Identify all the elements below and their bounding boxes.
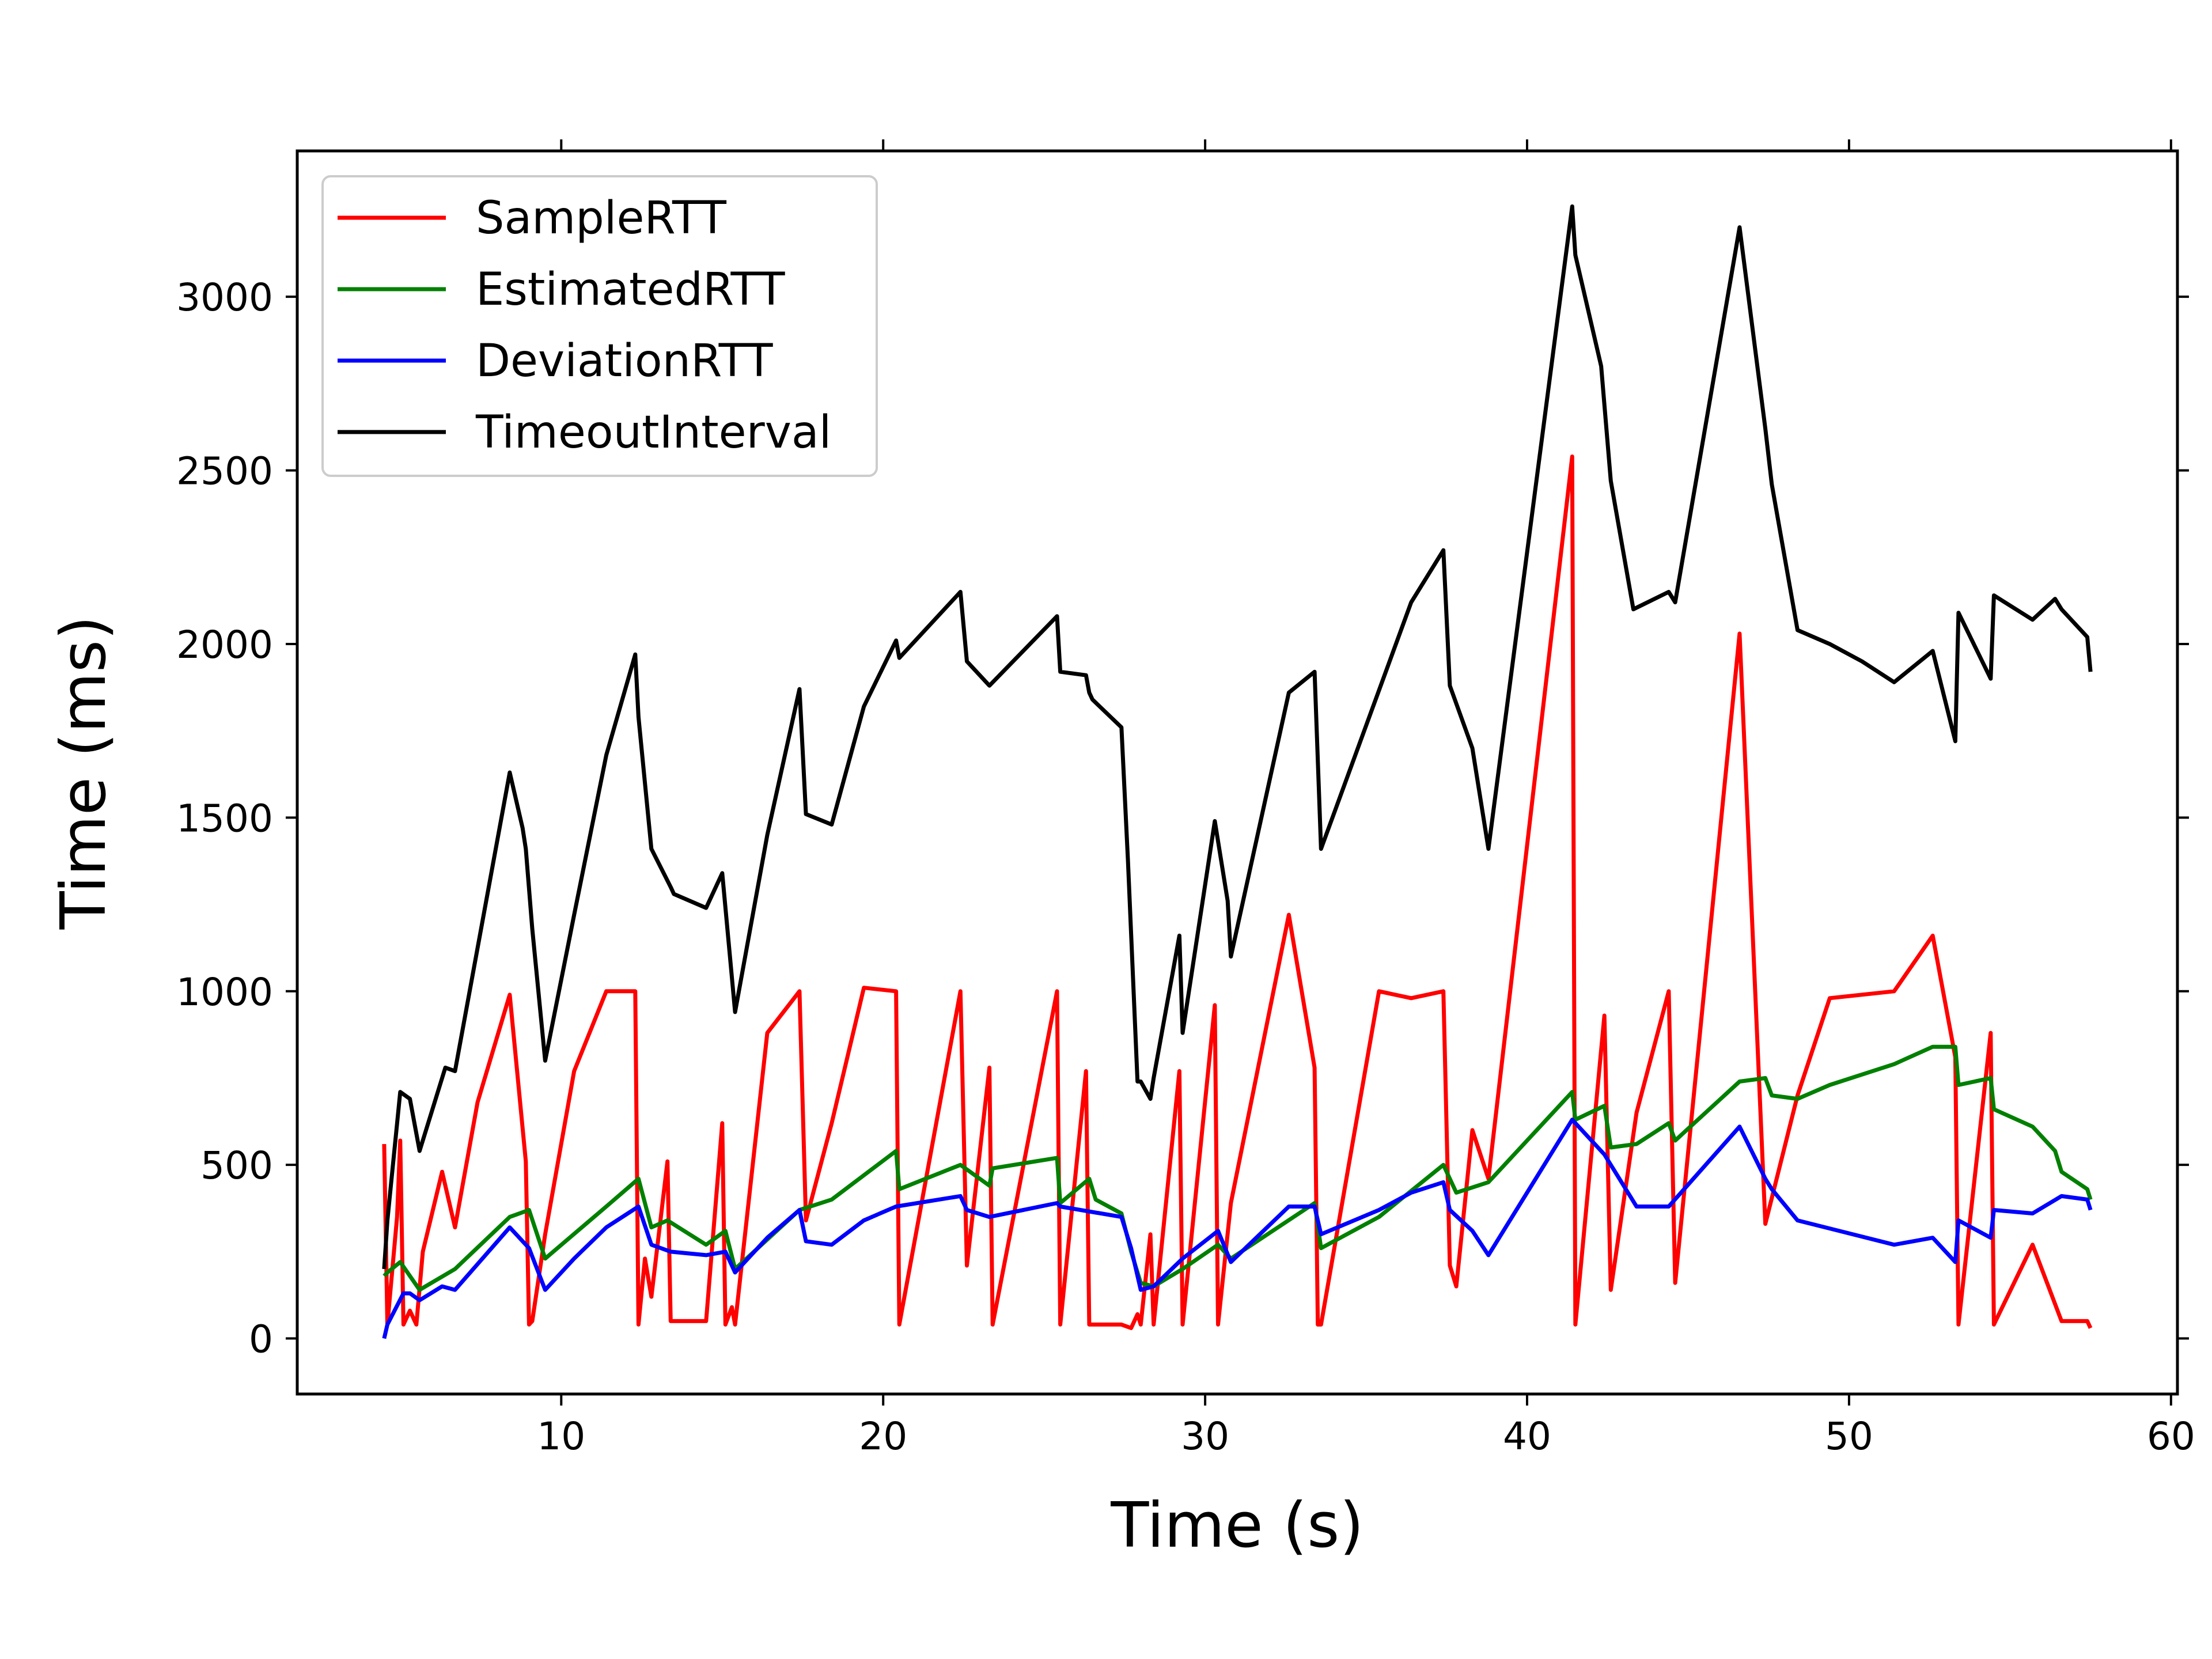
- y-tick-label: 2500: [176, 449, 273, 494]
- x-tick-label: 10: [537, 1414, 585, 1459]
- legend-label: DeviationRTT: [476, 335, 773, 387]
- legend-box: [321, 175, 878, 477]
- x-tick-label: 20: [859, 1414, 907, 1459]
- plot-frame: [296, 149, 2179, 1396]
- y-tick-label: 0: [249, 1317, 273, 1362]
- y-axis-title: Time (ms): [48, 616, 120, 930]
- x-tick-label: 60: [2147, 1414, 2195, 1459]
- series-line-timeoutinterval: [382, 204, 2093, 1270]
- x-axis-title: Time (s): [1110, 1490, 1363, 1562]
- tick-layer: 10 20 30 40 50 60 0 500 1000 1500 2000 2500 3000: [176, 139, 2195, 1459]
- legend-label: EstimatedRTT: [476, 264, 785, 316]
- y-tick-label: 2000: [176, 623, 273, 667]
- legend-label: TimeoutInterval: [475, 407, 831, 459]
- series-line-estimatedrtt: [382, 1044, 2093, 1292]
- legend-label: SampleRTT: [476, 192, 726, 244]
- y-tick-label: 1000: [176, 970, 273, 1014]
- legend: SampleRTT EstimatedRTT DeviationRTT Timeout…: [321, 175, 878, 477]
- series-line-deviationrtt: [382, 1118, 2093, 1339]
- y-tick-label: 500: [200, 1143, 273, 1188]
- x-tick-label: 30: [1181, 1414, 1229, 1459]
- y-tick-label: 1500: [176, 796, 273, 840]
- y-tick-label: 3000: [176, 275, 273, 320]
- x-tick-label: 40: [1503, 1414, 1551, 1459]
- x-tick-label: 50: [1825, 1414, 1873, 1459]
- series-layer: [382, 204, 2093, 1339]
